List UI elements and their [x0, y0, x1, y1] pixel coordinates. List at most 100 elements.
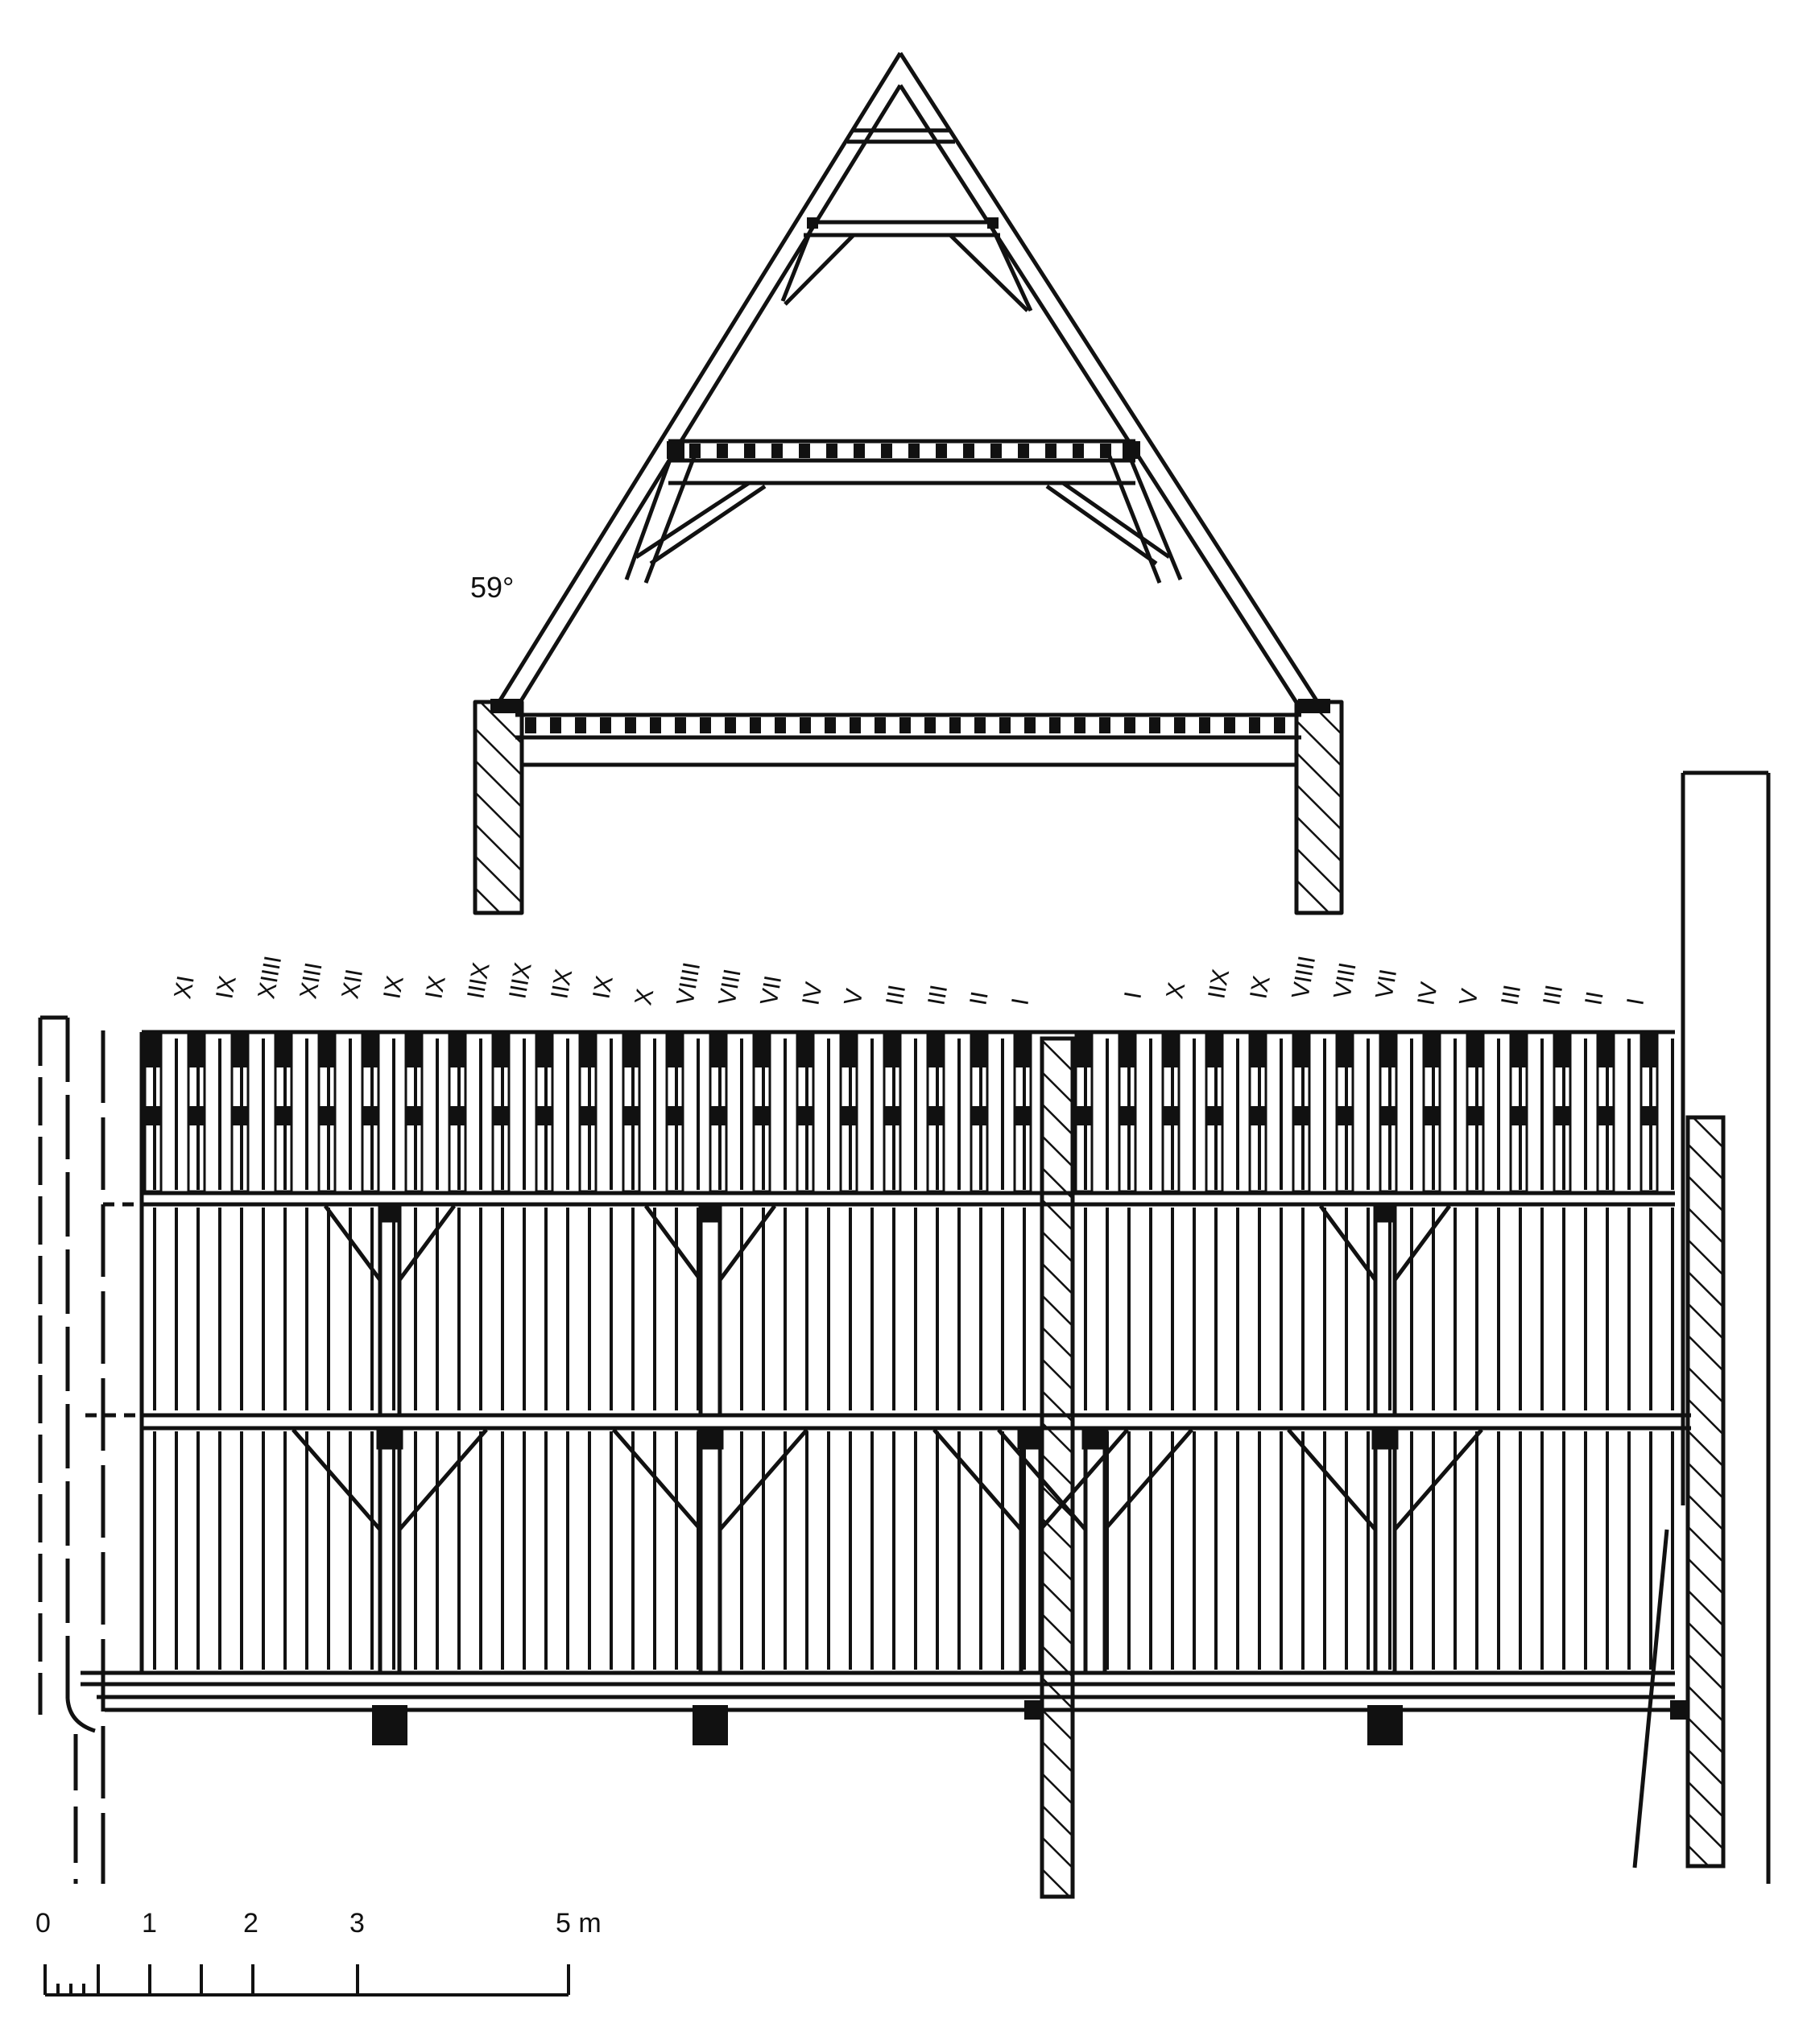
joist-end [963, 444, 974, 458]
rafter-head-lower [232, 1106, 248, 1125]
rafter-outline [1161, 1032, 1181, 1193]
joist-end [825, 717, 836, 733]
joist-end [525, 717, 536, 733]
carpenter-mark: X [630, 987, 659, 1007]
rafter-head-upper [841, 1034, 857, 1067]
carpenter-mark: IX [588, 974, 618, 1001]
rafter-head-upper [232, 1034, 248, 1067]
vertical-boarding [153, 1039, 1674, 1670]
joist-end [1073, 444, 1084, 458]
joist-end [689, 444, 701, 458]
rafter-head-upper [580, 1034, 596, 1067]
joist-end [850, 717, 861, 733]
rafter-outline [361, 1032, 380, 1193]
rafter-head-lower [493, 1106, 509, 1125]
rafter-head-lower [841, 1106, 857, 1125]
scale-tick-1: 1 [142, 1908, 157, 1939]
carpenter-mark: IX [1245, 974, 1275, 1001]
rafter-head-upper [1163, 1034, 1179, 1067]
rafter-head-lower [1511, 1106, 1527, 1125]
carpenter-mark: V [839, 987, 868, 1007]
rafter-outline [404, 1032, 424, 1193]
carpenter-mark: XIII [295, 960, 327, 1001]
joist-end [650, 717, 661, 733]
brace-left [643, 1204, 703, 1288]
rafter-outline [839, 1032, 858, 1193]
rafter-outline [317, 1032, 337, 1193]
joist-end [875, 717, 886, 733]
rafter-outline [1335, 1032, 1354, 1193]
rafter-head-lower [710, 1106, 726, 1125]
rafter-outline [578, 1032, 598, 1193]
rafter-head-lower [1163, 1106, 1179, 1125]
brace-right [1102, 1428, 1193, 1538]
rafter-head-upper [1076, 1034, 1092, 1067]
central-wall [1040, 1036, 1075, 1899]
post-cap [1375, 1204, 1396, 1223]
rafter-head-upper [536, 1034, 552, 1067]
rafter-outline [752, 1032, 771, 1193]
rafter-outline [796, 1032, 815, 1193]
carpenter-mark: III [923, 983, 953, 1007]
rafter-outline [1118, 1032, 1137, 1193]
joist-end [1224, 717, 1235, 733]
scale-tick-3: 3 [349, 1908, 365, 1939]
carpenter-mark: II [1580, 989, 1608, 1007]
joist-end [999, 717, 1011, 733]
joist-end [1249, 717, 1260, 733]
rafter-head-upper [1554, 1034, 1570, 1067]
post-cap [1371, 1427, 1399, 1450]
joist-end [1024, 717, 1036, 733]
joist-end [700, 717, 711, 733]
rafter-head-lower [536, 1106, 552, 1125]
roof-truss-section [473, 52, 1344, 915]
rafter-outline [1292, 1032, 1311, 1193]
rafter-head-lower [1380, 1106, 1396, 1125]
rafter-head-lower [928, 1106, 944, 1125]
rafter-outline [1509, 1032, 1528, 1193]
joist-end [826, 444, 837, 458]
rafter-outline [143, 1032, 163, 1193]
joist-end [717, 444, 728, 458]
rafter-head-upper [884, 1034, 900, 1067]
joist-end [744, 444, 755, 458]
joist-end [854, 444, 865, 458]
carpenter-mark: I [1007, 996, 1034, 1007]
joist-end [1099, 717, 1110, 733]
brace-right [717, 1204, 777, 1288]
joist-end [1049, 717, 1061, 733]
scale-bar-labels: 0 1 2 3 5 m [35, 1908, 602, 1939]
left-end-wall [38, 1015, 105, 1884]
rafter-outline [1205, 1032, 1224, 1193]
rafter-head-lower [1293, 1106, 1309, 1125]
carpenter-mark: XII [337, 967, 368, 1001]
rafter-head-upper [667, 1034, 683, 1067]
scale-tick-0: 0 [35, 1908, 51, 1939]
joist-end [800, 717, 811, 733]
rafter-outline [1013, 1032, 1032, 1193]
rafter-outline [1466, 1032, 1485, 1193]
joist-end [974, 717, 986, 733]
rafter-outline [535, 1032, 554, 1193]
rafter-head-upper [319, 1034, 335, 1067]
rafter-head-lower [1206, 1106, 1222, 1125]
rafter-head-upper [1598, 1034, 1614, 1067]
scale-tick-5m: 5 m [556, 1908, 602, 1939]
carpenter-mark: XI [169, 974, 199, 1001]
carpenter-mark: VII [1371, 967, 1402, 1001]
rafter-outline [622, 1032, 641, 1193]
rafter-head-upper [406, 1034, 422, 1067]
joist-end [908, 444, 920, 458]
rafter-outline [883, 1032, 902, 1193]
rafter-head-upper [1641, 1034, 1657, 1067]
wallplate-blocks [490, 217, 1330, 713]
carpenter-mark: IIIX [462, 960, 494, 1001]
rafter-head-upper [449, 1034, 465, 1067]
rafter-head-upper [493, 1034, 509, 1067]
scale-bar [43, 1964, 570, 1997]
joist-ends-bottom [525, 717, 1285, 733]
rafter-head-upper [1511, 1034, 1527, 1067]
rafter-outline [491, 1032, 511, 1193]
rafter-head-upper [1467, 1034, 1483, 1067]
rafter-head-lower [797, 1106, 813, 1125]
